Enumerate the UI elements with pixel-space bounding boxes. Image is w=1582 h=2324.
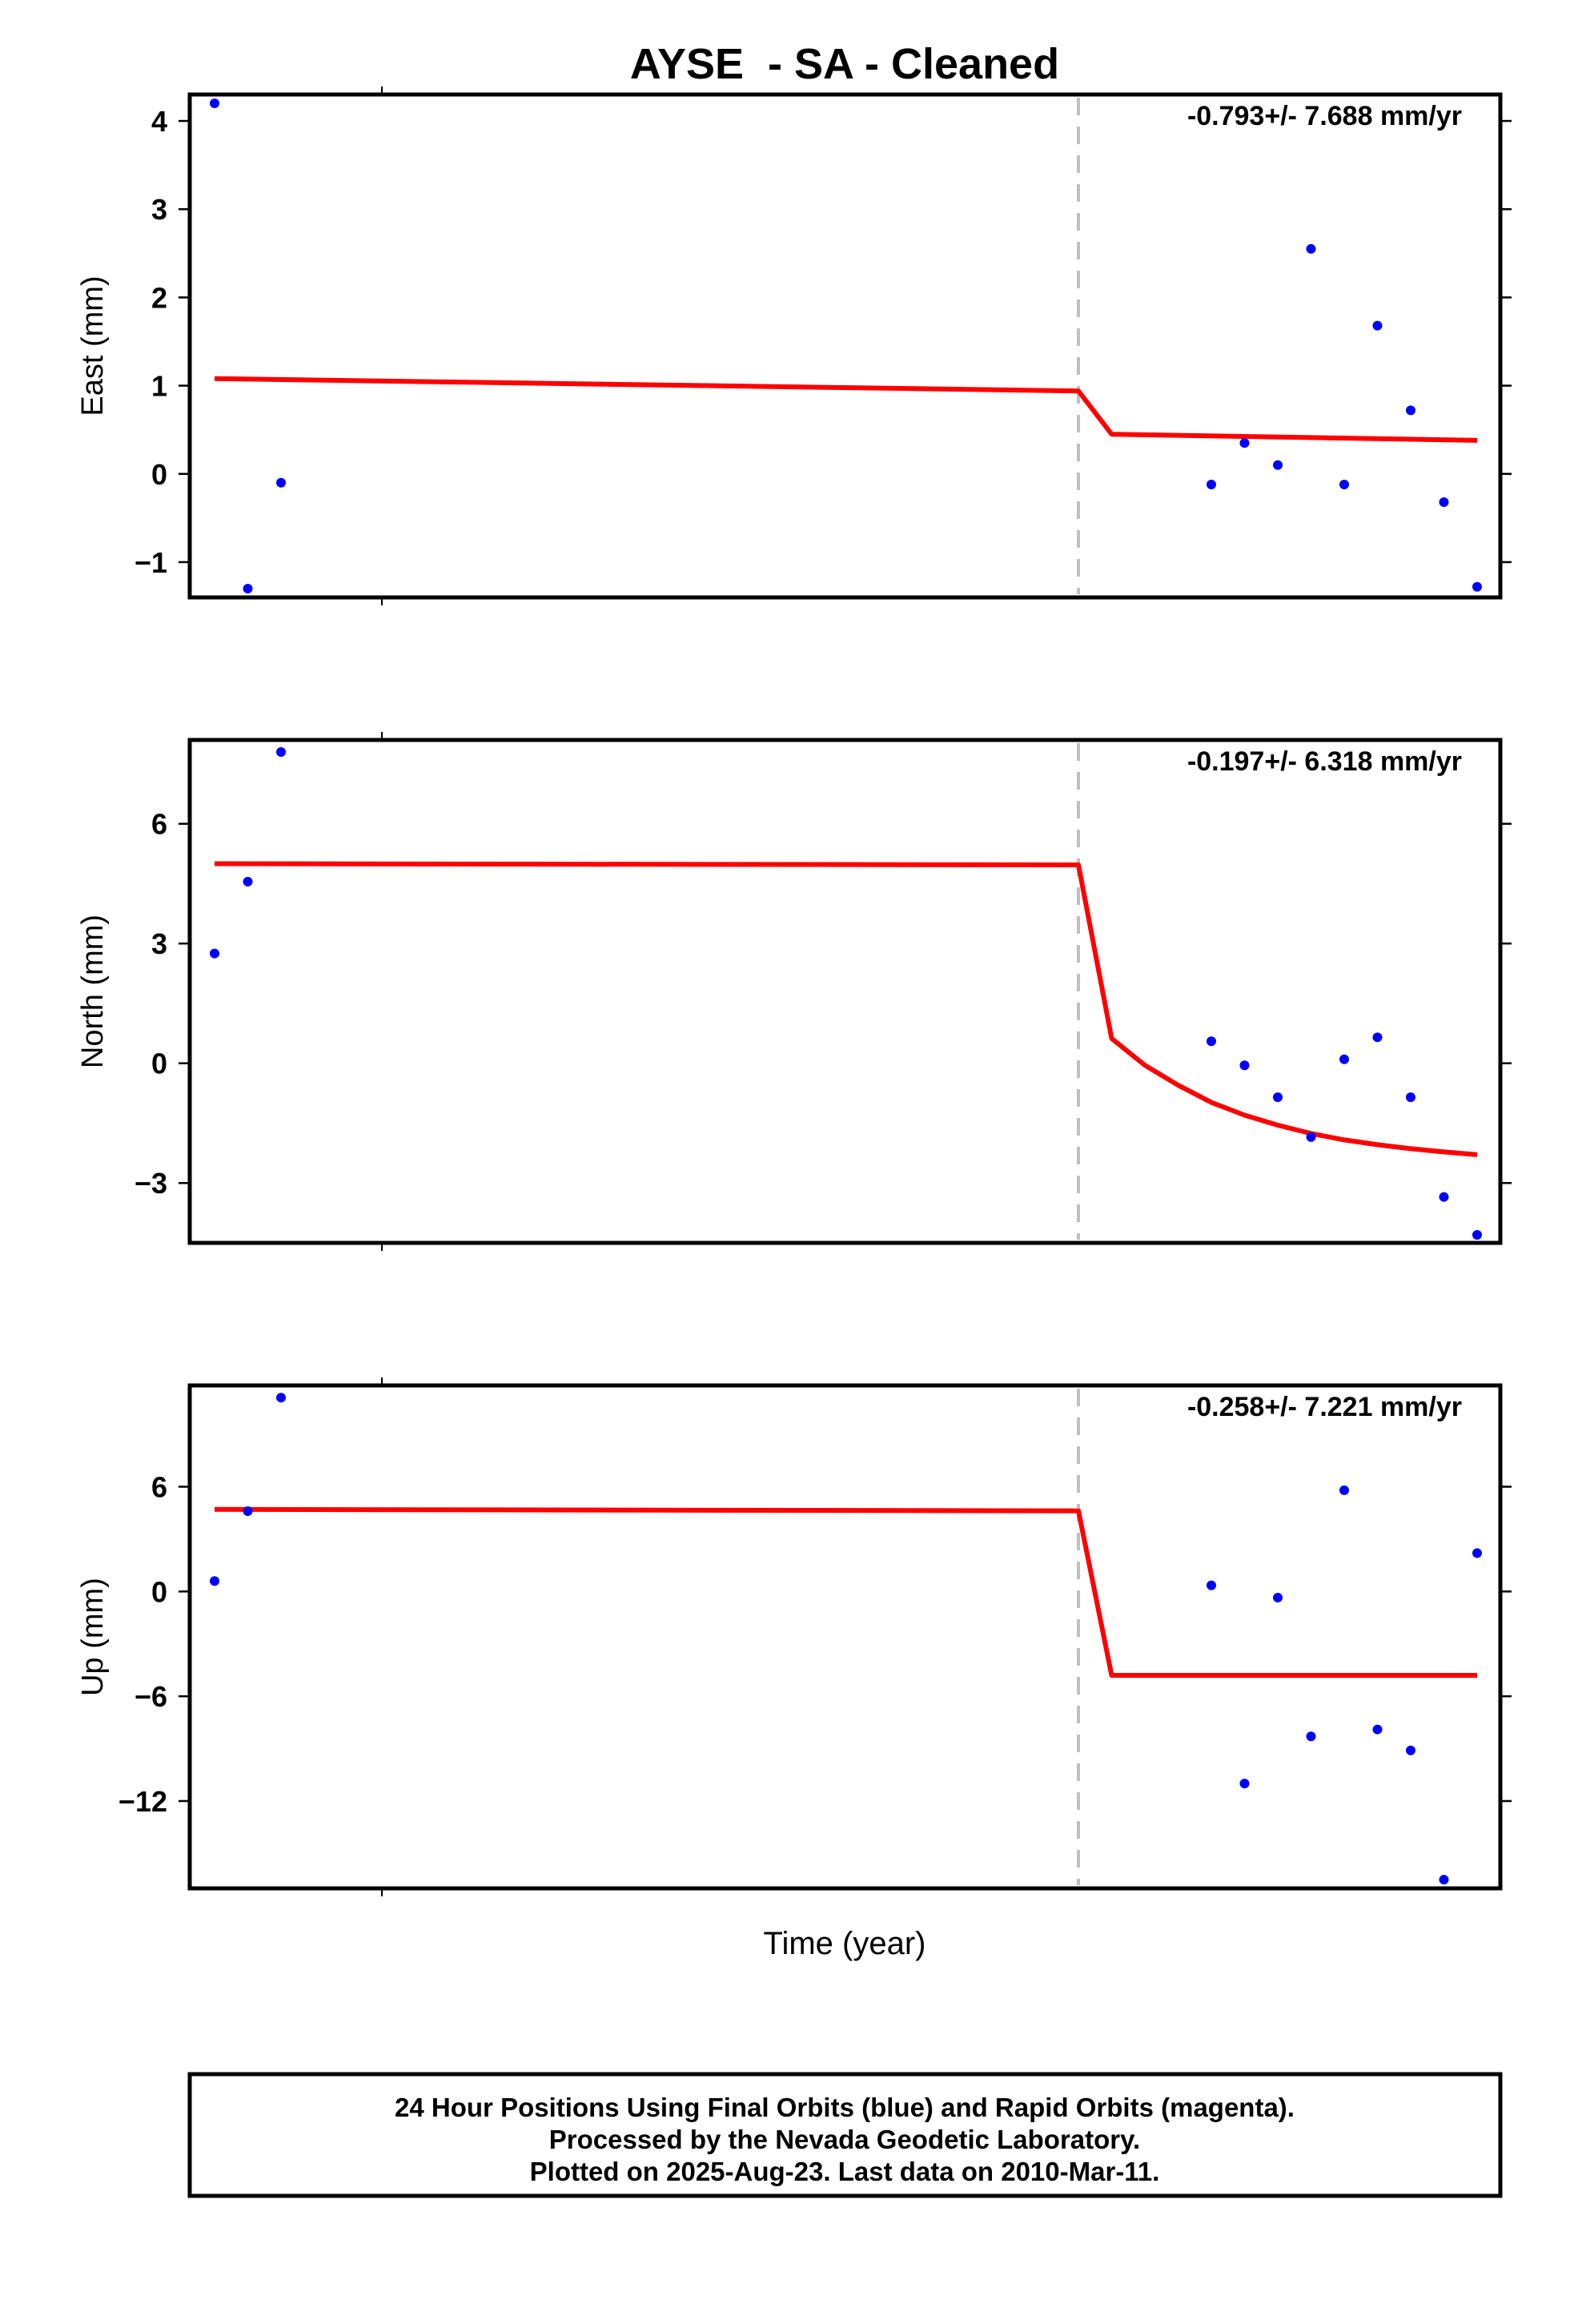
y-axis-label: East (mm) [76,275,110,416]
data-point [1273,460,1283,470]
x-axis-label: Time (year) [764,1926,926,1961]
data-point [1306,243,1316,254]
y-tick-label: −3 [135,1167,167,1200]
data-point [1406,1745,1415,1755]
y-tick-label: −1 [135,546,167,579]
data-point [1439,497,1449,508]
rate-annotation: -0.793+/- 7.688 mm/yr [1187,101,1462,131]
panel-1: 4 3 2 1 0 −1 East (mm) -0.793+/- 7.688 mm/yr [76,86,1512,605]
panels-group: 4 3 2 1 0 −1 East (mm) -0.793+/- 7.688 mm/yr 6 3 0… [76,86,1512,1896]
data-point [1339,479,1349,489]
fit-line [214,1506,1477,1678]
y-axis-label: Up (mm) [76,1578,110,1696]
data-point [1339,1054,1349,1064]
data-point [243,876,253,887]
chart-title: AYSE - SA - Cleaned [630,40,1059,88]
data-point [1406,405,1415,416]
data-point [1439,1192,1449,1202]
data-point [276,477,286,488]
y-axis-label: North (mm) [76,915,110,1068]
data-point [1406,1092,1415,1103]
y-tick-label: 3 [151,193,167,226]
panel-3: 6 0 −6 −12 Up (mm) -0.258+/- 7.221 mm/yr [76,1377,1512,1896]
footer-line-2: Processed by the Nevada Geodetic Laborat… [549,2125,1140,2154]
plot-frame [187,1383,1503,1891]
data-point [1273,1592,1283,1602]
data-point [1339,1485,1349,1495]
y-tick-label: 4 [151,105,167,138]
data-point [1273,1092,1283,1103]
footer-line-1: 24 Hour Positions Using Final Orbits (bl… [395,2093,1295,2122]
data-point [243,583,253,593]
y-tick-label: 0 [151,1047,167,1080]
y-tick-label: 0 [151,458,167,491]
data-point [1439,1875,1449,1885]
data-point [1372,1032,1383,1043]
y-tick-label: 0 [151,1575,167,1608]
data-point [1306,1731,1316,1742]
fit-line [214,376,1478,443]
rate-annotation: -0.258+/- 7.221 mm/yr [1187,1392,1462,1422]
data-point [1207,479,1216,489]
y-tick-label: 3 [151,927,167,960]
y-tick-label: 1 [151,370,167,403]
data-point [1472,581,1482,592]
data-point [276,746,286,757]
data-point [210,948,219,959]
data-point [1239,1060,1250,1071]
data-point [1207,1036,1216,1047]
y-tick-label: −12 [118,1785,167,1818]
y-tick-label: 2 [151,281,167,314]
plot-frame [187,92,1503,600]
y-tick-label: 6 [151,808,167,841]
plot-frame [187,738,1503,1245]
data-point [210,1576,219,1586]
data-point [1472,1548,1482,1558]
rate-annotation: -0.197+/- 6.318 mm/yr [1187,746,1462,777]
y-tick-label: 6 [151,1470,167,1503]
y-tick-label: −6 [135,1680,167,1713]
data-point [276,1393,286,1403]
data-point [210,99,219,109]
data-point [1372,320,1383,331]
data-point [243,1506,253,1516]
data-point [1239,438,1250,448]
data-point [1239,1779,1250,1789]
panel-2: 6 3 0 −3 North (mm) -0.197+/- 6.318 mm/yr [76,732,1512,1251]
data-point [1472,1230,1482,1240]
footer-line-3: Plotted on 2025-Aug-23. Last data on 201… [530,2157,1160,2186]
data-point [1306,1132,1316,1142]
data-point [1207,1580,1216,1590]
footer-box [187,2072,1503,2198]
fit-line [214,861,1478,1157]
data-point [1372,1724,1383,1735]
